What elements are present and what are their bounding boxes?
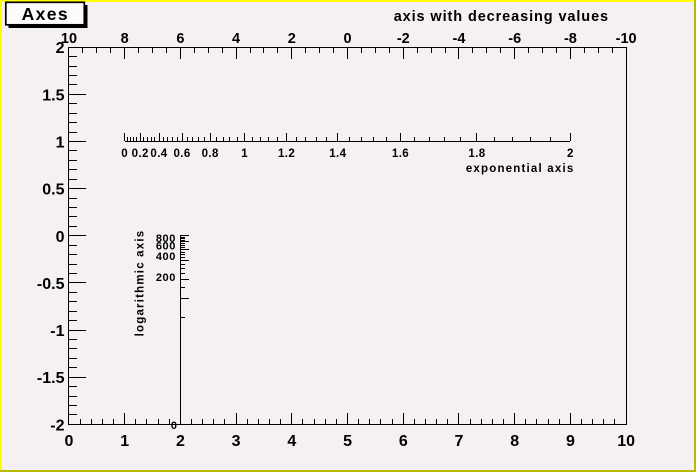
svg-text:exponential axis: exponential axis [466,163,575,175]
svg-text:1.8: 1.8 [468,148,485,160]
svg-text:-0.5: -0.5 [37,276,65,293]
svg-text:0: 0 [344,31,352,47]
svg-text:0: 0 [65,433,74,450]
svg-text:8: 8 [121,31,129,47]
svg-text:0.8: 0.8 [202,148,219,160]
svg-text:-4: -4 [453,31,466,47]
svg-text:2: 2 [288,31,296,47]
svg-text:-6: -6 [508,31,521,47]
svg-text:200: 200 [156,272,176,284]
svg-text:3: 3 [232,433,241,450]
svg-text:400: 400 [156,251,176,263]
svg-text:-1: -1 [50,323,64,340]
svg-text:Axes: Axes [22,4,69,24]
svg-text:1.2: 1.2 [278,148,295,160]
svg-text:0: 0 [171,420,177,432]
svg-text:10: 10 [617,433,635,450]
svg-text:1: 1 [120,433,129,450]
svg-text:4: 4 [232,31,240,47]
svg-text:-2: -2 [397,31,410,47]
svg-text:-2: -2 [50,417,64,434]
svg-text:6: 6 [399,433,408,450]
svg-text:10: 10 [61,31,77,47]
svg-text:logarithmic axis: logarithmic axis [135,230,147,337]
svg-text:2: 2 [567,148,574,160]
svg-text:1.6: 1.6 [392,148,409,160]
svg-text:800: 800 [156,233,176,245]
svg-text:0.4: 0.4 [150,148,167,160]
svg-text:axis with decreasing values: axis with decreasing values [394,9,609,25]
svg-text:2: 2 [56,40,65,57]
svg-text:-8: -8 [564,31,577,47]
svg-text:0: 0 [56,229,65,246]
svg-text:6: 6 [176,31,184,47]
svg-text:5: 5 [343,433,352,450]
svg-text:600: 600 [156,241,176,253]
svg-text:8: 8 [510,433,519,450]
svg-text:2: 2 [176,433,185,450]
svg-text:1: 1 [241,148,248,160]
svg-text:1.5: 1.5 [42,87,64,104]
svg-text:1: 1 [56,135,65,152]
svg-text:0.2: 0.2 [132,148,149,160]
svg-text:0.5: 0.5 [42,182,64,199]
svg-text:1.4: 1.4 [329,148,346,160]
svg-text:7: 7 [455,433,464,450]
svg-text:0: 0 [121,148,128,160]
svg-text:-10: -10 [616,31,637,47]
svg-text:0.6: 0.6 [174,148,191,160]
svg-text:4: 4 [287,433,296,450]
svg-text:9: 9 [566,433,575,450]
svg-text:-1.5: -1.5 [37,370,65,387]
